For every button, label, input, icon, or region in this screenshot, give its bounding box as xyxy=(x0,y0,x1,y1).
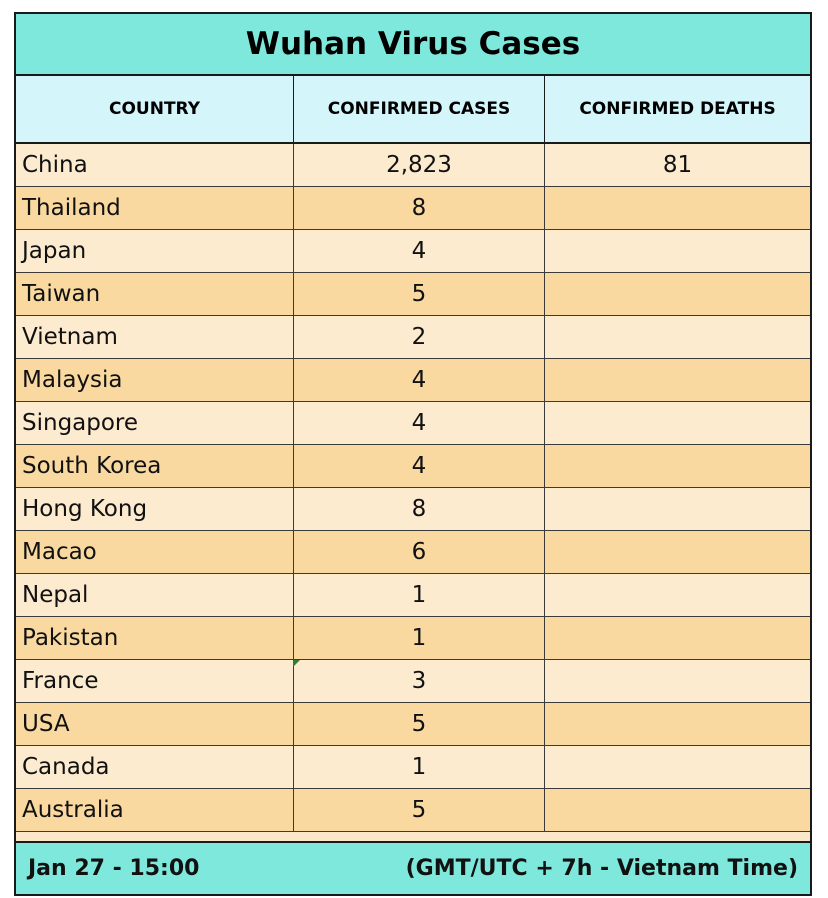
table-row: Vietnam 2 xyxy=(16,316,810,359)
deaths-cell xyxy=(545,746,810,788)
cases-cell: 6 xyxy=(294,531,545,573)
footer-timezone: (GMT/UTC + 7h - Vietnam Time) xyxy=(405,856,798,881)
country-cell: Macao xyxy=(16,531,294,573)
cases-cell: 4 xyxy=(294,445,545,487)
table-header-row: COUNTRY CONFIRMED CASES CONFIRMED DEATHS xyxy=(16,76,810,144)
cases-cell: 8 xyxy=(294,488,545,530)
table-row: Canada 1 xyxy=(16,746,810,789)
table-footer: Jan 27 - 15:00 (GMT/UTC + 7h - Vietnam T… xyxy=(16,841,810,894)
table-row: Hong Kong 8 xyxy=(16,488,810,531)
cases-cell: 1 xyxy=(294,746,545,788)
table-body: China 2,823 81 Thailand 8 Japan 4 Taiwan… xyxy=(16,144,810,832)
country-cell: China xyxy=(16,144,294,186)
deaths-cell xyxy=(545,187,810,229)
cases-cell: 2 xyxy=(294,316,545,358)
footer-date: Jan 27 - 15:00 xyxy=(28,856,200,881)
country-cell: USA xyxy=(16,703,294,745)
cases-cell: 5 xyxy=(294,789,545,831)
cases-cell: 5 xyxy=(294,703,545,745)
header-country: COUNTRY xyxy=(16,76,294,142)
cases-cell: 1 xyxy=(294,617,545,659)
country-cell: Canada xyxy=(16,746,294,788)
table-row: USA 5 xyxy=(16,703,810,746)
country-cell: Malaysia xyxy=(16,359,294,401)
cases-cell: 3 xyxy=(294,660,545,702)
deaths-cell xyxy=(545,617,810,659)
cases-cell: 2,823 xyxy=(294,144,545,186)
country-cell: Thailand xyxy=(16,187,294,229)
comment-marker-icon xyxy=(293,660,300,667)
table-row: Malaysia 4 xyxy=(16,359,810,402)
header-confirmed-deaths: CONFIRMED DEATHS xyxy=(579,99,776,119)
deaths-cell xyxy=(545,531,810,573)
cases-cell: 4 xyxy=(294,359,545,401)
country-cell: Taiwan xyxy=(16,273,294,315)
deaths-cell xyxy=(545,445,810,487)
table-row: Singapore 4 xyxy=(16,402,810,445)
table-row: China 2,823 81 xyxy=(16,144,810,187)
deaths-cell xyxy=(545,789,810,831)
country-cell: Singapore xyxy=(16,402,294,444)
deaths-cell xyxy=(545,273,810,315)
table-row: Nepal 1 xyxy=(16,574,810,617)
country-cell: Hong Kong xyxy=(16,488,294,530)
deaths-cell xyxy=(545,402,810,444)
table-row: South Korea 4 xyxy=(16,445,810,488)
table-row: Macao 6 xyxy=(16,531,810,574)
country-cell: Australia xyxy=(16,789,294,831)
cases-cell: 8 xyxy=(294,187,545,229)
table-row: Pakistan 1 xyxy=(16,617,810,660)
cases-cell: 4 xyxy=(294,402,545,444)
cases-cell: 5 xyxy=(294,273,545,315)
table-title: Wuhan Virus Cases xyxy=(16,14,810,76)
table-row: Thailand 8 xyxy=(16,187,810,230)
country-cell: Pakistan xyxy=(16,617,294,659)
table-row: Taiwan 5 xyxy=(16,273,810,316)
deaths-cell xyxy=(545,703,810,745)
cases-cell: 1 xyxy=(294,574,545,616)
header-confirmed-cases: CONFIRMED CASES xyxy=(294,76,545,142)
deaths-cell xyxy=(545,488,810,530)
deaths-cell xyxy=(545,574,810,616)
table-row: Japan 4 xyxy=(16,230,810,273)
country-cell: France xyxy=(16,660,294,702)
deaths-cell: 81 xyxy=(662,152,693,178)
table-row: France 3 xyxy=(16,660,810,703)
country-cell: Vietnam xyxy=(16,316,294,358)
table-row: Australia 5 xyxy=(16,789,810,832)
country-cell: Nepal xyxy=(16,574,294,616)
deaths-cell xyxy=(545,316,810,358)
cases-table: Wuhan Virus Cases COUNTRY CONFIRMED CASE… xyxy=(14,12,812,896)
country-cell: South Korea xyxy=(16,445,294,487)
deaths-cell xyxy=(545,230,810,272)
deaths-cell xyxy=(545,359,810,401)
deaths-cell xyxy=(545,660,810,702)
country-cell: Japan xyxy=(16,230,294,272)
cases-cell: 4 xyxy=(294,230,545,272)
